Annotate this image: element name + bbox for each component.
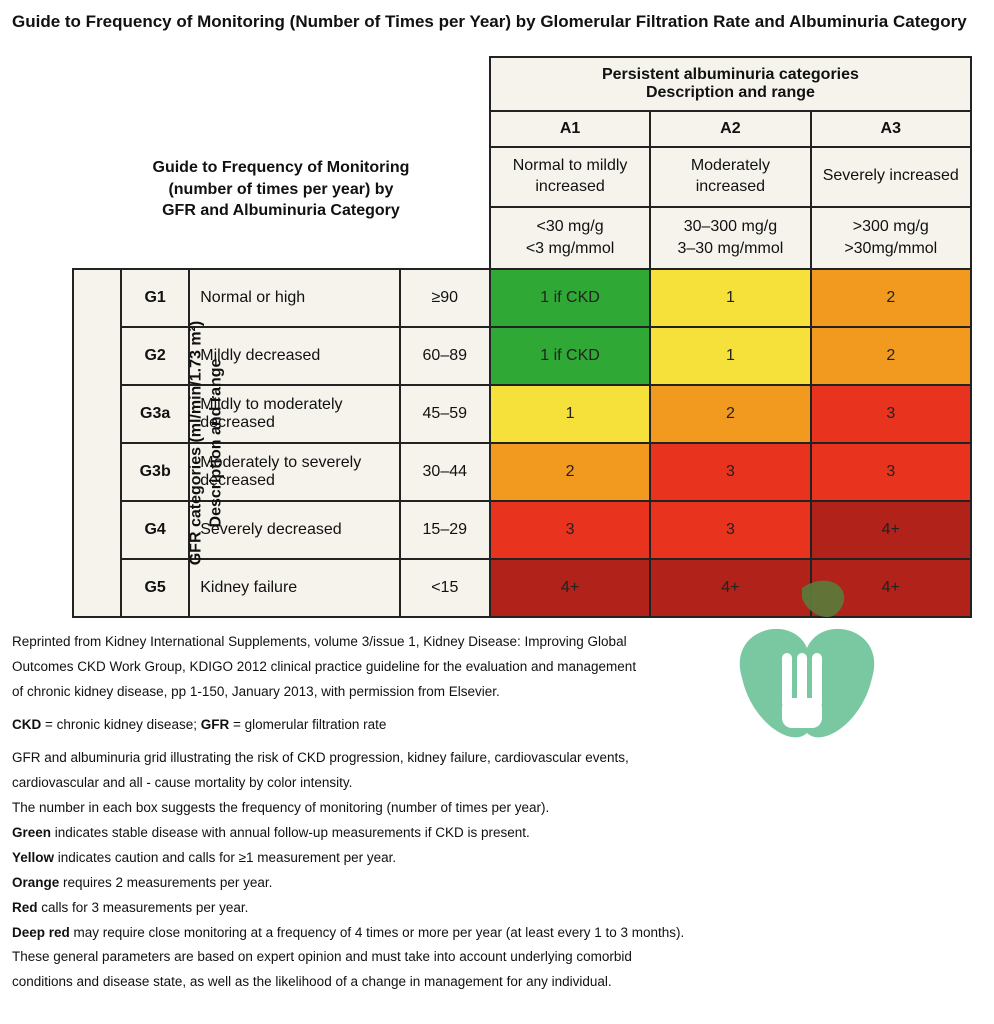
- row-g1-desc: Normal or high: [189, 269, 399, 327]
- page-title: Guide to Frequency of Monitoring (Number…: [12, 12, 982, 32]
- cell-g4-a2: 3: [650, 501, 810, 559]
- cell-g4-a3: 4+: [811, 501, 971, 559]
- cell-g1-a1: 1 if CKD: [490, 269, 650, 327]
- cell-g3b-a1: 2: [490, 443, 650, 501]
- col-a2-code: A2: [650, 111, 810, 147]
- cell-g2-a2: 1: [650, 327, 810, 385]
- col-a3-desc: Severely increased: [811, 147, 971, 207]
- row-g5-desc: Kidney failure: [189, 559, 399, 617]
- cell-g3b-a2: 3: [650, 443, 810, 501]
- cell-g1-a2: 1: [650, 269, 810, 327]
- cell-g3a-a1: 1: [490, 385, 650, 443]
- monitoring-grid: Persistent albuminuria categories Descri…: [72, 56, 982, 618]
- cell-g2-a3: 2: [811, 327, 971, 385]
- gfr-axis-label: GFR categories (ml/min/1.73 m²)Descripti…: [73, 269, 121, 617]
- col-a1-desc: Normal to mildly increased: [490, 147, 650, 207]
- cell-g3b-a3: 3: [811, 443, 971, 501]
- col-a1-range: <30 mg/g<3 mg/mmol: [490, 207, 650, 270]
- cell-g3a-a2: 2: [650, 385, 810, 443]
- row-g5-code: G5: [121, 559, 189, 617]
- col-a3-range: >300 mg/g>30mg/mmol: [811, 207, 971, 270]
- cell-g5-a1: 4+: [490, 559, 650, 617]
- footer-notes: Reprinted from Kidney International Supp…: [12, 632, 732, 993]
- row-g4-range: 15–29: [400, 501, 490, 559]
- row-g5-range: <15: [400, 559, 490, 617]
- chart-left-title: Guide to Frequency of Monitoring (number…: [73, 111, 490, 269]
- cell-g2-a1: 1 if CKD: [490, 327, 650, 385]
- row-g4-code: G4: [121, 501, 189, 559]
- col-a3-code: A3: [811, 111, 971, 147]
- cell-g4-a1: 3: [490, 501, 650, 559]
- col-a2-range: 30–300 mg/g3–30 mg/mmol: [650, 207, 810, 270]
- cell-g1-a3: 2: [811, 269, 971, 327]
- cell-g5-a2: 4+: [650, 559, 810, 617]
- row-g2-code: G2: [121, 327, 189, 385]
- grid-table: Persistent albuminuria categories Descri…: [72, 56, 972, 618]
- cell-g3a-a3: 3: [811, 385, 971, 443]
- row-g1-range: ≥90: [400, 269, 490, 327]
- row-g1-code: G1: [121, 269, 189, 327]
- row-g3b-range: 30–44: [400, 443, 490, 501]
- row-g2-range: 60–89: [400, 327, 490, 385]
- cell-g5-a3: 4+: [811, 559, 971, 617]
- albuminuria-header: Persistent albuminuria categories Descri…: [490, 57, 971, 111]
- col-a1-code: A1: [490, 111, 650, 147]
- col-a2-desc: Moderately increased: [650, 147, 810, 207]
- row-g3a-range: 45–59: [400, 385, 490, 443]
